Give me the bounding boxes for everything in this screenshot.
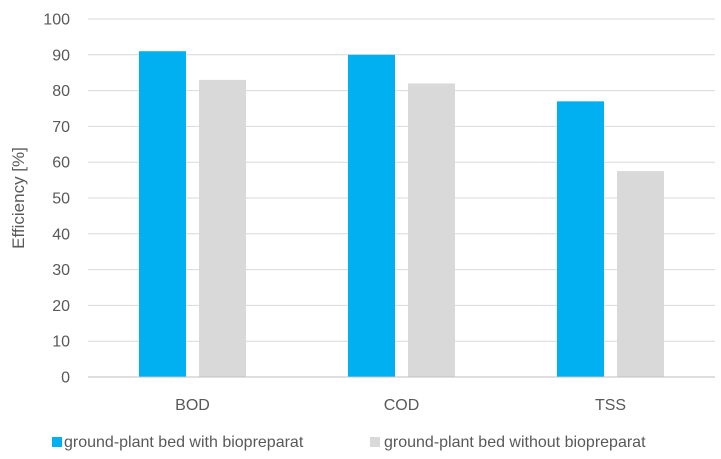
legend-label: ground-plant bed without biopreparat [384, 434, 646, 451]
y-tick-label: 0 [61, 370, 70, 387]
y-tick-label: 90 [52, 47, 70, 64]
bar-tss-series-2 [617, 171, 664, 377]
legend-swatch [52, 437, 62, 447]
y-tick-label: 60 [52, 155, 70, 172]
y-tick-labels: 0 10 20 30 40 50 60 70 80 90 100 [43, 12, 70, 387]
y-tick-label: 30 [52, 262, 70, 279]
legend: ground-plant bed with biopreparat ground-… [52, 434, 646, 451]
x-tick-label: BOD [175, 397, 210, 414]
x-tick-label: TSS [595, 397, 626, 414]
bar-tss-series-1 [557, 101, 604, 377]
y-tick-label: 10 [52, 334, 70, 351]
bar-bod-series-2 [199, 79, 246, 378]
y-tick-label: 40 [52, 226, 70, 243]
y-tick-label: 20 [52, 298, 70, 315]
y-tick-label: 50 [52, 191, 70, 208]
bar-cod-series-1 [348, 54, 395, 378]
legend-label: ground-plant bed with biopreparat [64, 434, 304, 451]
bars [139, 51, 664, 378]
y-tick-label: 100 [43, 12, 70, 29]
legend-swatch [370, 437, 380, 447]
y-axis-title: Efficiency [%] [9, 147, 28, 249]
y-tick-label: 70 [52, 119, 70, 136]
x-tick-label: COD [384, 397, 420, 414]
bar-bod-series-1 [139, 51, 186, 377]
bar-cod-series-2 [408, 83, 455, 377]
y-tick-label: 80 [52, 83, 70, 100]
gridlines [88, 18, 715, 342]
x-tick-labels: BOD COD TSS [175, 397, 626, 414]
